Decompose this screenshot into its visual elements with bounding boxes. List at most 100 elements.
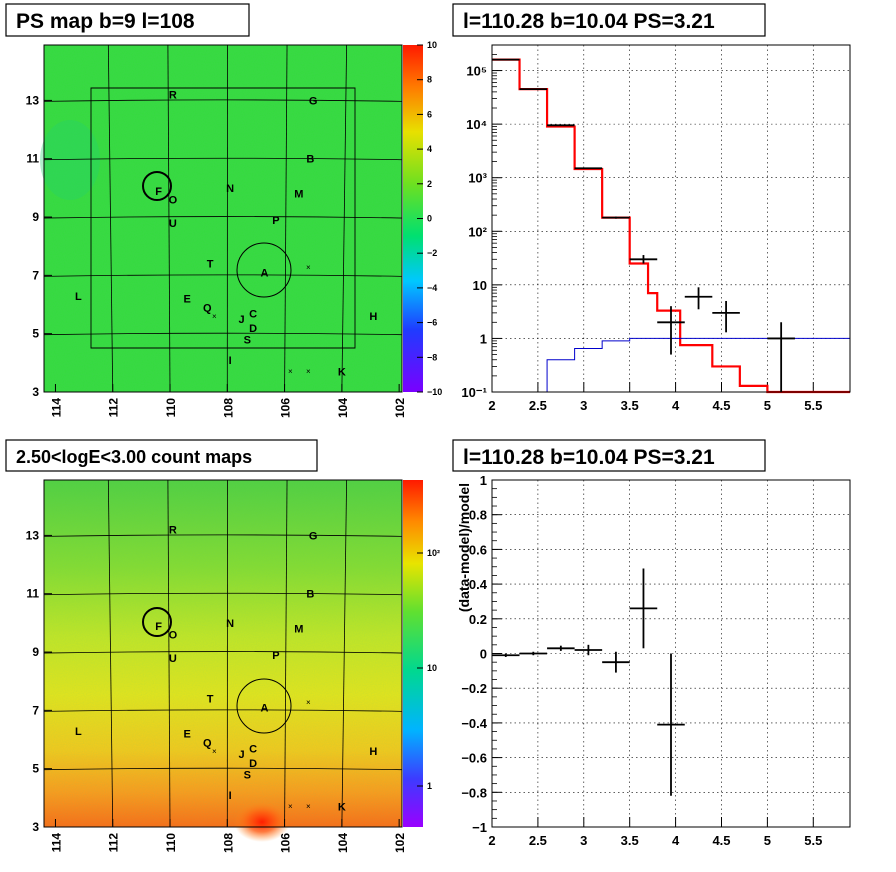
colorbar-tick-label: 10² — [427, 548, 440, 558]
x-tick-label: 108 — [221, 398, 235, 418]
count-map-cross-marker: × — [306, 698, 311, 707]
colorbar-tick-label: 2 — [427, 179, 432, 189]
source-label: A — [261, 702, 269, 714]
y-tick-label: 0.4 — [469, 577, 488, 592]
x-tick-label: 104 — [336, 398, 350, 418]
source-label: A — [261, 267, 269, 279]
graticule-latitude-line — [43, 592, 403, 596]
x-tick-label: 102 — [393, 398, 407, 418]
source-label: I — [229, 355, 232, 367]
source-label: O — [169, 630, 178, 642]
y-tick-label: 7 — [32, 703, 39, 717]
plot-frame — [491, 479, 851, 828]
y-tick-label: −0.2 — [461, 681, 487, 696]
ps-map-cross-marker: × — [306, 263, 311, 272]
count-map-colorbar-ticks: 10² 10 1 — [417, 548, 440, 791]
y-tick-label: 11 — [26, 152, 39, 166]
x-tick-label: 2.5 — [529, 398, 547, 413]
source-label: P — [272, 215, 279, 227]
y-tick-label: 3 — [32, 820, 39, 834]
x-tick-label: 4 — [672, 398, 680, 413]
colorbar-tick-label: −2 — [427, 248, 437, 258]
y-tick-label: 10⁻¹ — [461, 385, 487, 400]
ps-map-texture — [44, 45, 402, 392]
ps-map-y-axis: 13 11 9 7 5 3 — [26, 93, 52, 399]
x-tick-label: 3.5 — [621, 833, 639, 848]
y-tick-label: −0.4 — [461, 716, 487, 731]
colorbar-tick-label: 8 — [427, 75, 432, 85]
colorbar-tick-label: 10 — [427, 40, 437, 50]
source-label: C — [249, 308, 257, 320]
ps-map-source-a-circle — [236, 242, 292, 298]
source-label: P — [272, 650, 279, 662]
x-tick-label: 110 — [164, 398, 178, 418]
graticule-longitude-line — [107, 44, 114, 393]
x-tick-label: 5.5 — [804, 398, 822, 413]
model-background-line — [492, 337, 850, 393]
count-map-source-a-circle — [236, 678, 292, 734]
source-label: R — [169, 525, 177, 537]
ps-map-title-box — [5, 3, 250, 37]
graticule-longitude-line — [341, 479, 348, 828]
x-tick-label: 4.5 — [712, 398, 730, 413]
graticule-latitude-line — [43, 534, 403, 537]
source-label: M — [294, 189, 303, 201]
y-tick-label: 5 — [32, 327, 39, 341]
count-map-title-box — [5, 439, 318, 472]
source-label: N — [226, 618, 234, 630]
y-tick-label: −1 — [472, 820, 487, 835]
x-tick-label: 106 — [279, 398, 293, 418]
x-tick-label: 5 — [764, 833, 771, 848]
y-tick-label: 13 — [26, 93, 40, 107]
x-tick-label: 104 — [336, 833, 350, 853]
source-label: Q — [203, 302, 212, 314]
residual-panel: l=110.28 b=10.04 PS=3.21 2 2.5 3 3.5 4 4.5 5 5.… — [452, 439, 851, 848]
y-tick-label: 10 — [473, 278, 487, 293]
count-map-hotspot — [234, 802, 290, 842]
source-label: J — [239, 749, 245, 761]
source-label: F — [155, 621, 162, 633]
colorbar-tick-label: 1 — [427, 781, 432, 791]
ps-map-roi-box — [90, 87, 356, 349]
source-label: D — [249, 323, 257, 335]
source-label: F — [155, 186, 162, 198]
y-tick-label: 0.2 — [469, 612, 487, 627]
y-tick-label: 0.6 — [469, 542, 487, 557]
graticule-latitude-line — [43, 767, 403, 771]
y-tick-label: 1 — [480, 473, 487, 488]
x-tick-label: 112 — [107, 833, 121, 853]
x-tick-label: 106 — [279, 833, 293, 853]
count-map-title: 2.50<logE<3.00 count maps — [16, 447, 252, 467]
graticule-longitude-line — [167, 479, 171, 828]
residual-title: l=110.28 b=10.04 PS=3.21 — [463, 446, 715, 469]
source-label: T — [207, 259, 214, 271]
x-tick-label: 3.5 — [621, 398, 639, 413]
spectrum-title: l=110.28 b=10.04 PS=3.21 — [463, 10, 715, 33]
graticule-longitude-line — [167, 44, 171, 393]
ps-map-cross-marker: × — [212, 312, 217, 321]
y-tick-label: 10³ — [468, 171, 487, 186]
x-tick-label: 114 — [49, 833, 63, 853]
source-label: Q — [203, 737, 212, 749]
y-tick-label: −0.8 — [461, 785, 487, 800]
y-tick-label: 10² — [468, 224, 487, 239]
x-tick-label: 2 — [488, 833, 495, 848]
y-tick-label: −0.6 — [461, 751, 487, 766]
y-tick-label: 0 — [480, 647, 487, 662]
ps-map-colorbar-ticks: 10 8 6 4 2 0 −2 −4 −6 −8 −10 — [417, 40, 442, 397]
colorbar-tick-label: −8 — [427, 352, 437, 362]
ps-map-cross-marker: × — [306, 367, 311, 376]
colorbar-tick-label: 6 — [427, 109, 432, 119]
residual-y-axis-label: (data-model)/model — [456, 483, 472, 612]
x-tick-label: 108 — [221, 833, 235, 853]
colorbar-tick-label: −6 — [427, 318, 437, 328]
ps-map-frame — [43, 44, 403, 393]
graticule-longitude-line — [284, 44, 288, 393]
x-tick-label: 102 — [393, 833, 407, 853]
y-tick-label: 10⁴ — [466, 117, 487, 132]
graticule-longitude-line — [341, 44, 348, 393]
count-map-colorbar — [403, 480, 423, 827]
